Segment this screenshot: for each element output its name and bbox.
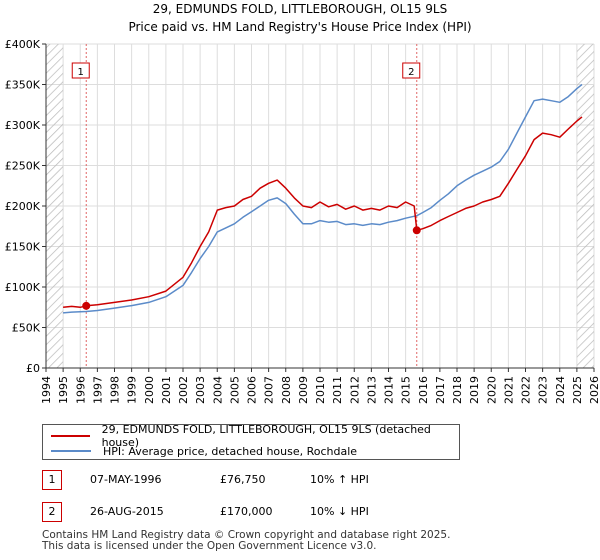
legend-swatch-property: [51, 435, 90, 437]
sale-label-box: 1: [71, 62, 90, 79]
y-tick-label: £250K: [5, 160, 41, 173]
sale-label-box: 2: [402, 62, 421, 79]
hatched-region-end: [576, 44, 594, 368]
sale-marker: 2: [42, 502, 62, 522]
x-tick-label: 2002: [177, 376, 190, 404]
x-tick-label: 2019: [468, 376, 481, 404]
sale-date: 07-MAY-1996: [90, 473, 162, 486]
y-tick-label: £0: [26, 362, 40, 375]
sale-hpi-diff: 10% ↓ HPI: [310, 505, 369, 518]
chart-subtitle: Price paid vs. HM Land Registry's House …: [128, 20, 471, 34]
x-tick-label: 2015: [400, 376, 413, 404]
x-tick-label: 1999: [126, 376, 139, 404]
x-tick-label: 2003: [194, 376, 207, 404]
sale-row: 1 07-MAY-1996 £76,750 10% ↑ HPI: [42, 470, 442, 490]
series-line-property: [63, 116, 583, 309]
x-tick-label: 2007: [263, 376, 276, 404]
y-tick-label: £100K: [5, 281, 41, 294]
y-tick-label: £350K: [5, 79, 41, 92]
x-tick-label: 2024: [554, 376, 567, 404]
x-tick-label: 2006: [246, 376, 259, 404]
x-tick-label: 2004: [211, 376, 224, 404]
x-tick-label: 1995: [57, 376, 70, 404]
legend-label-hpi: HPI: Average price, detached house, Roch…: [103, 444, 358, 458]
x-tick-label: 1994: [40, 376, 53, 404]
footer-attribution: Contains HM Land Registry data © Crown c…: [42, 530, 582, 552]
sale-price: £76,750: [220, 473, 266, 486]
x-tick-label: 2016: [417, 376, 430, 404]
legend-label-property: 29, EDMUNDS FOLD, LITTLEBOROUGH, OL15 9L…: [101, 423, 431, 449]
sale-marker: 1: [42, 470, 62, 490]
x-tick-label: 2026: [588, 376, 600, 404]
legend-item-hpi: HPI: Average price, detached house, Roch…: [51, 443, 357, 459]
x-tick-label: 2011: [331, 376, 344, 404]
x-tick-label: 2020: [485, 376, 498, 404]
series-line-hpi: [63, 83, 583, 314]
x-tick-label: 2012: [348, 376, 361, 404]
sale-label-text: 1: [78, 67, 84, 78]
hatched-region-start: [46, 44, 64, 368]
x-tick-label: 2017: [434, 376, 447, 404]
sale-point: [412, 226, 421, 235]
x-tick-label: 2010: [314, 376, 327, 404]
sale-point: [82, 301, 91, 310]
footer-licence: This data is licensed under the Open Gov…: [42, 540, 377, 552]
sale-price: £170,000: [220, 505, 273, 518]
sale-row: 2 26-AUG-2015 £170,000 10% ↓ HPI: [42, 502, 442, 522]
x-tick-label: 1998: [109, 376, 122, 404]
x-tick-label: 2021: [502, 376, 515, 404]
chart-legend: 29, EDMUNDS FOLD, LITTLEBOROUGH, OL15 9L…: [42, 423, 460, 460]
x-tick-label: 1997: [91, 376, 104, 404]
x-tick-label: 2005: [228, 376, 241, 404]
sale-date: 26-AUG-2015: [90, 505, 164, 518]
x-tick-label: 2000: [143, 376, 156, 404]
x-tick-label: 2001: [160, 376, 173, 404]
y-tick-label: £300K: [5, 119, 41, 132]
x-tick-label: 2008: [280, 376, 293, 404]
x-tick-label: 2014: [383, 376, 396, 404]
x-tick-label: 2022: [520, 376, 533, 404]
y-tick-label: £50K: [12, 322, 41, 335]
y-tick-label: £400K: [5, 38, 41, 51]
x-tick-label: 1996: [74, 376, 87, 404]
sale-label-text: 2: [408, 67, 414, 78]
x-tick-label: 2009: [297, 376, 310, 404]
footer-copyright: Contains HM Land Registry data © Crown c…: [42, 529, 451, 541]
legend-swatch-hpi: [51, 450, 91, 452]
sale-label-frame: [402, 62, 421, 79]
price-chart: 29, EDMUNDS FOLD, LITTLEBOROUGH, OL15 9L…: [5, 2, 600, 404]
x-tick-label: 2023: [537, 376, 550, 404]
x-tick-label: 2013: [365, 376, 378, 404]
chart-title: 29, EDMUNDS FOLD, LITTLEBOROUGH, OL15 9L…: [153, 2, 448, 16]
legend-item-property: 29, EDMUNDS FOLD, LITTLEBOROUGH, OL15 9L…: [51, 423, 459, 449]
sale-hpi-diff: 10% ↑ HPI: [310, 473, 369, 486]
y-tick-label: £150K: [5, 241, 41, 254]
y-tick-label: £200K: [5, 200, 41, 213]
x-tick-label: 2018: [451, 376, 464, 404]
sale-label-frame: [71, 62, 90, 79]
x-tick-label: 2025: [571, 376, 584, 404]
